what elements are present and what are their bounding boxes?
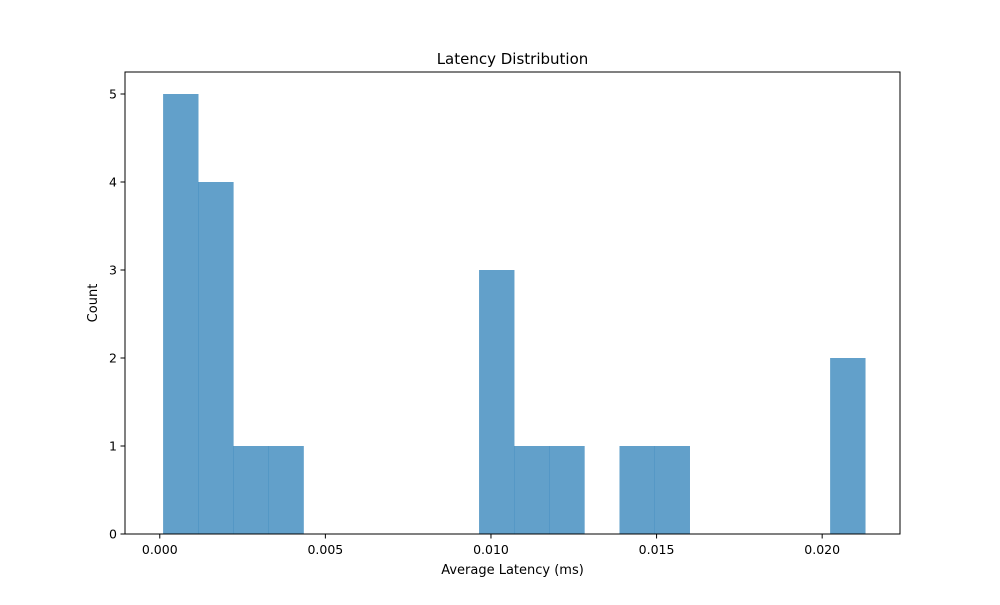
y-tick-label: 3	[109, 263, 117, 278]
x-axis-ticks: 0.000 0.005 0.010 0.015 0.020	[142, 534, 840, 557]
y-tick-label: 1	[109, 439, 117, 454]
histogram-bar	[479, 270, 515, 534]
y-tick-label: 5	[109, 87, 117, 102]
histogram-bar	[268, 446, 304, 534]
y-tick-label: 4	[109, 175, 117, 190]
histogram-bar	[654, 446, 690, 534]
histogram-bar	[830, 358, 866, 534]
histogram-bar	[163, 94, 199, 534]
histogram-bar	[514, 446, 550, 534]
bars-group	[163, 94, 866, 534]
y-tick-label: 2	[109, 351, 117, 366]
y-axis-ticks: 0 1 2 3 4 5	[109, 87, 125, 542]
chart-title: Latency Distribution	[437, 50, 589, 68]
histogram-bar	[233, 446, 269, 534]
x-tick-label: 0.015	[639, 542, 675, 557]
x-tick-label: 0.020	[804, 542, 840, 557]
plot-frame	[124, 71, 901, 535]
x-tick-label: 0.010	[473, 542, 509, 557]
x-axis-label: Average Latency (ms)	[441, 563, 584, 578]
x-tick-label: 0.005	[307, 542, 343, 557]
histogram-bar	[198, 182, 234, 534]
histogram-bar	[549, 446, 585, 534]
y-tick-label: 0	[109, 527, 117, 542]
x-tick-label: 0.000	[142, 542, 178, 557]
y-axis-label: Count	[86, 284, 101, 323]
histogram-bar	[619, 446, 655, 534]
